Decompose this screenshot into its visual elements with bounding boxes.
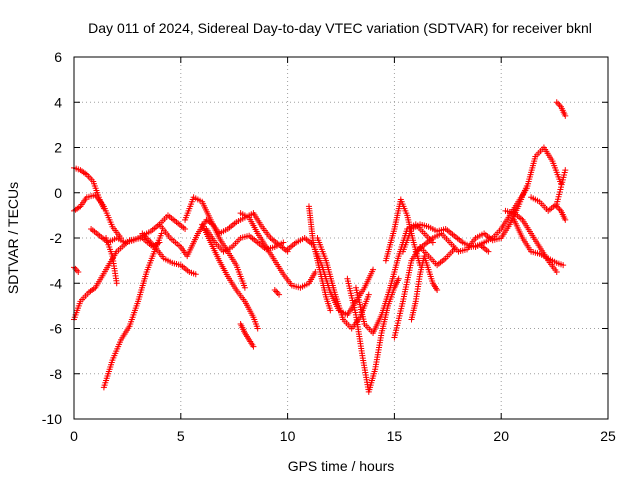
y-tick-label: 2 [54,140,62,156]
x-tick-label: 10 [280,428,296,444]
series-prn-ad [553,99,569,119]
gridlines [74,57,608,419]
series-prn-z [472,144,565,251]
series-prn-d [100,230,165,391]
x-tick-label: 5 [177,428,185,444]
data-point [274,290,281,297]
x-tick-label: 0 [70,428,78,444]
x-axis-label: GPS time / hours [288,458,395,474]
series-prn-y [408,253,441,323]
data-point [555,100,562,107]
chart-title: Day 011 of 2024, Sidereal Day-to-day VTE… [88,20,592,36]
series-prn-t [352,221,436,337]
y-axis-label: SDTVAR / TECUs [5,182,21,294]
data-point [280,239,287,246]
data-point [560,262,567,269]
data-point [485,248,492,255]
series-prn-i [139,230,199,278]
x-tick-label: 20 [493,428,509,444]
data-point [72,265,79,272]
data-point [182,225,189,232]
data-point [73,267,80,274]
y-tick-label: 4 [54,94,62,110]
data-point [254,325,261,332]
series-prn-g [71,264,82,275]
series-prn-ae [553,203,569,223]
data-point [562,216,569,223]
y-tick-label: -6 [50,321,63,337]
data-point [276,291,283,298]
data-point [553,268,560,275]
series-prn-l [199,221,261,332]
series-prn-q [305,203,334,314]
series-prn-s [344,275,402,395]
series-prn-ab [528,167,569,214]
data-point [271,287,278,294]
y-tick-label: -10 [42,411,62,427]
y-tick-label: 6 [54,49,62,65]
series-prn-j [182,194,248,291]
x-tick-label: 25 [600,428,616,444]
data-point [562,167,569,174]
data-point [327,307,334,314]
data-point [75,268,82,275]
y-tick-label: -8 [50,366,63,382]
series-prn-m [237,320,257,350]
series-prn-b [71,192,124,241]
data-point [158,230,165,237]
data-point [395,275,402,282]
data-point [250,343,257,350]
series-prn-o [271,287,283,298]
series-prn-v [391,244,458,341]
series-prn-x [412,182,530,255]
data-point [370,266,377,273]
axis-ticks: 0 5 10 15 20 25 -10 -8 -6 -4 -2 0 2 4 6 [42,49,616,444]
series-prn-ac [502,207,560,275]
y-tick-label: 0 [54,185,62,201]
data-marks [71,99,569,395]
x-tick-label: 15 [387,428,403,444]
data-point [562,112,569,119]
series-prn-n [237,210,319,291]
series-prn-h [156,210,291,260]
data-point [273,288,280,295]
series-prn-f [103,235,120,287]
data-point [365,291,372,298]
data-point [241,284,248,291]
y-tick-label: -4 [50,275,63,291]
y-tick-label: -2 [50,230,63,246]
data-point [192,271,199,278]
series-prn-u [382,196,424,269]
data-point [113,280,120,287]
data-point [553,99,560,106]
data-point [434,287,441,294]
